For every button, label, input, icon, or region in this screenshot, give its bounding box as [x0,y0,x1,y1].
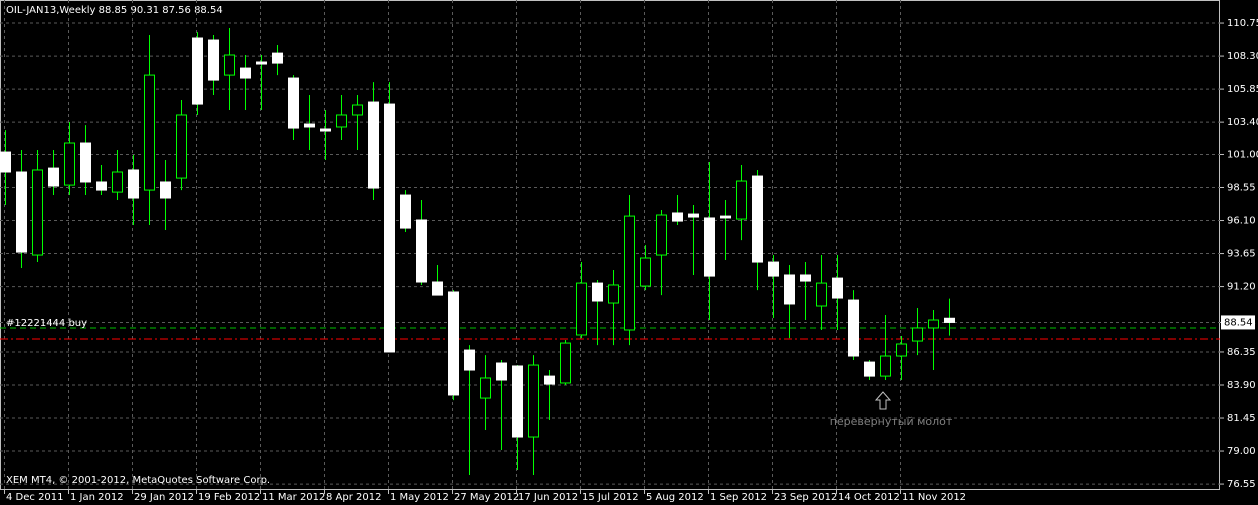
candle-body [528,364,539,438]
candle-body [16,171,27,253]
candle-body [32,169,43,256]
chart-title: OIL-JAN13,Weekly 88.85 90.31 87.56 88.54 [6,5,223,16]
candle-body [800,274,811,282]
order-label: #12221444 buy [6,318,87,329]
y-tick-label: 103.40 [1227,117,1258,128]
y-tick-label: 96.10 [1227,216,1256,227]
candle-body [192,37,203,105]
x-tick-label: 15 Jul 2012 [582,492,639,503]
candle-body [320,128,331,132]
candle-body [896,343,907,357]
candle-body [912,327,923,342]
candle-body [752,175,763,263]
x-tick-label: 17 Jun 2012 [518,492,578,503]
x-tick-label: 1 May 2012 [390,492,449,503]
y-tick-label: 79.00 [1227,446,1256,457]
candle-body [384,103,395,353]
candle-body [592,282,603,302]
y-tick-label: 81.45 [1227,413,1256,424]
y-tick-label: 108.30 [1227,51,1258,62]
candle-body [784,274,795,305]
candle-body [96,181,107,191]
plot-frame [0,0,1220,490]
candle-body [288,77,299,129]
x-tick-label: 5 Aug 2012 [646,492,704,503]
candle-body [224,54,235,76]
candle-body [736,180,747,220]
candle-body [416,219,427,283]
candle-body [640,257,651,287]
candle-body [816,282,827,307]
x-tick-label: 14 Oct 2012 [838,492,900,503]
y-tick-label: 98.55 [1227,183,1256,194]
x-tick-label: 4 Dec 2011 [6,492,64,503]
x-tick-label: 19 Feb 2012 [198,492,260,503]
candle-body [496,362,507,381]
candle-body [144,74,155,191]
y-tick-label: 91.20 [1227,282,1256,293]
candle-body [928,319,939,329]
candle-body [944,317,955,323]
candle-body [240,67,251,79]
price-box [1221,315,1255,330]
x-tick-label: 8 Apr 2012 [326,492,381,503]
candle-body [64,142,75,186]
candle-body [176,114,187,179]
candle-body [368,101,379,189]
x-tick-label: 11 Nov 2012 [902,492,966,503]
candle-body [576,282,587,336]
candle-body [608,284,619,304]
x-tick-label: 11 Mar 2012 [262,492,325,503]
candle-body [688,213,699,218]
y-tick-label: 110.75 [1227,18,1258,29]
candle-body [624,215,635,331]
candle-body [128,169,139,199]
candle-body [48,167,59,187]
candle-body [256,61,267,65]
candle-body [112,171,123,193]
candle-body [448,291,459,396]
candle-body [560,342,571,384]
candle-body [848,299,859,357]
y-tick-label: 101.00 [1227,149,1258,160]
y-tick-label: 76.55 [1227,479,1256,490]
candle-body [768,261,779,277]
annotation-arrow [874,391,892,410]
candle-body [336,114,347,128]
candle-body [0,151,11,173]
x-tick-label: 1 Sep 2012 [710,492,767,503]
footer: XEM MT4, © 2001-2012, MetaQuotes Softwar… [6,475,270,486]
x-tick-label: 27 May 2012 [454,492,519,503]
candle-body [272,52,283,64]
candle-body [880,355,891,377]
x-tick-label: 29 Jan 2012 [134,492,194,503]
y-tick-label: 93.65 [1227,249,1256,260]
candle-body [464,349,475,371]
candle-body [656,214,667,256]
candle-body [720,215,731,219]
price-label: 88.54 [1224,317,1253,328]
candle-body [208,39,219,81]
annotation-text: перевернутый молот [830,415,953,428]
y-tick-label: 83.90 [1227,380,1256,391]
candle-body [512,365,523,438]
y-tick-label: 105.85 [1227,84,1258,95]
candle-body [304,123,315,128]
candle-body [432,281,443,296]
candle-body [352,104,363,116]
x-tick-label: 1 Jan 2012 [70,492,124,503]
candle-body [400,194,411,229]
candle-body [864,361,875,377]
candle-body [704,217,715,277]
y-tick-label: 86.35 [1227,347,1256,358]
candle-body [160,181,171,199]
candle-body [672,212,683,222]
candle-body [80,142,91,183]
candle-body [480,377,491,399]
candle-body [544,375,555,385]
x-tick-label: 23 Sep 2012 [774,492,837,503]
candle-body [832,277,843,299]
